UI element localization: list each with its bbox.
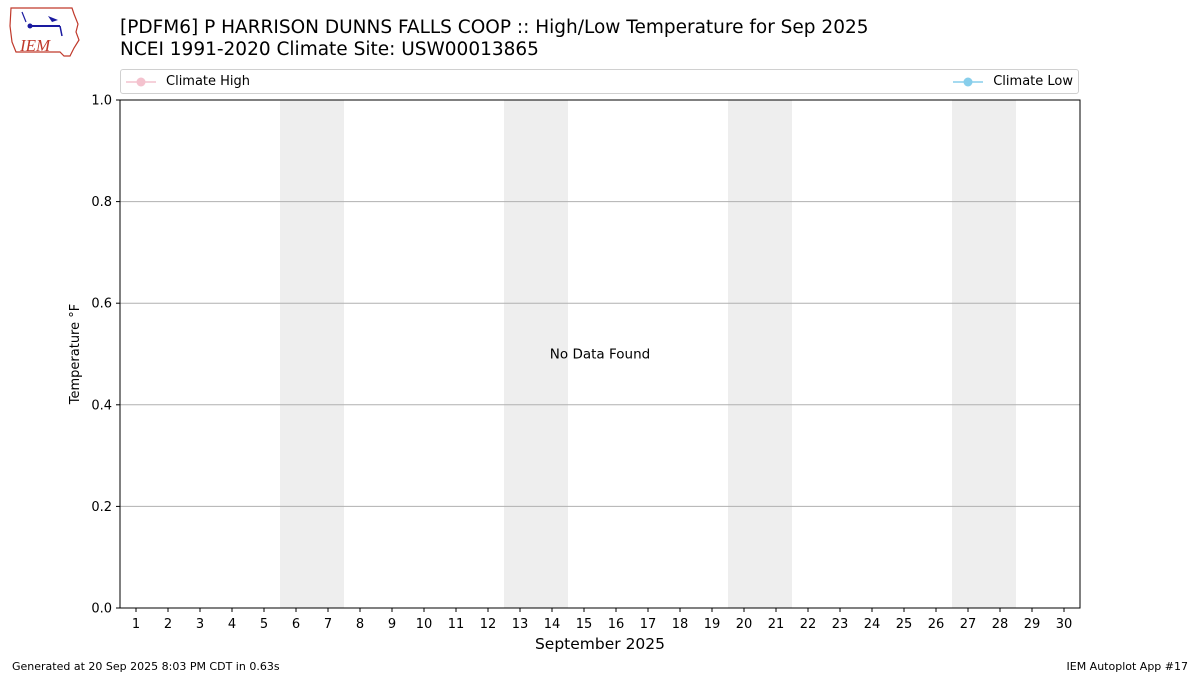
x-tick-label: 6	[292, 617, 300, 632]
y-tick-label: 0.2	[91, 500, 112, 515]
x-tick-label: 13	[512, 617, 529, 632]
x-tick-label: 10	[416, 617, 433, 632]
weekend-band	[280, 100, 344, 608]
x-tick-label: 20	[736, 617, 753, 632]
x-tick-label: 27	[960, 617, 977, 632]
y-tick-label: 0.6	[91, 297, 112, 312]
iem-logo: IEM	[9, 7, 80, 57]
x-tick-label: 24	[864, 617, 881, 632]
x-tick-label: 2	[164, 617, 172, 632]
x-tick-label: 23	[832, 617, 849, 632]
x-tick-label: 12	[480, 617, 497, 632]
x-tick-label: 3	[196, 617, 204, 632]
legend-label-climate-high: Climate High	[166, 74, 251, 89]
x-tick-label: 17	[640, 617, 657, 632]
x-tick-label: 11	[448, 617, 465, 632]
weekend-band	[728, 100, 792, 608]
legend-label-climate-low: Climate Low	[993, 74, 1073, 89]
x-tick-label: 5	[260, 617, 268, 632]
x-tick-label: 25	[896, 617, 913, 632]
x-tick-label: 4	[228, 617, 236, 632]
x-tick-label: 14	[544, 617, 561, 632]
x-tick-label: 21	[768, 617, 785, 632]
y-tick-label: 0.4	[91, 398, 112, 413]
plot-frame	[119, 99, 1081, 609]
x-axis-label: September 2025	[535, 635, 665, 653]
x-tick-label: 22	[800, 617, 817, 632]
climate-high-marker-icon	[126, 77, 156, 86]
legend-item-climate-low: Climate Low	[953, 74, 1073, 89]
y-axis-label: Temperature °F	[68, 304, 83, 405]
climate-low-marker-icon	[953, 77, 984, 86]
x-tick-label: 28	[992, 617, 1009, 632]
x-tick-label: 18	[672, 617, 689, 632]
x-tick-label: 16	[608, 617, 625, 632]
x-tick-label: 15	[576, 617, 593, 632]
x-tick-label: 9	[388, 617, 396, 632]
x-tick-label: 1	[132, 617, 140, 632]
legend: Climate High Climate Low	[120, 69, 1079, 94]
y-tick-label: 1.0	[91, 94, 112, 109]
app-footer: IEM Autoplot App #17	[1066, 660, 1189, 673]
title-line-2: NCEI 1991-2020 Climate Site: USW00013865	[120, 39, 539, 60]
x-tick-label: 29	[1024, 617, 1041, 632]
weekend-band	[952, 100, 1016, 608]
x-tick-label: 26	[928, 617, 945, 632]
weekend-band	[504, 100, 568, 608]
y-tick-label: 0.0	[91, 602, 112, 617]
x-tick-label: 8	[356, 617, 364, 632]
chart-title: [PDFM6] P HARRISON DUNNS FALLS COOP :: H…	[120, 17, 869, 61]
no-data-annotation: No Data Found	[550, 347, 650, 363]
title-line-1: [PDFM6] P HARRISON DUNNS FALLS COOP :: H…	[120, 17, 869, 38]
generated-footer: Generated at 20 Sep 2025 8:03 PM CDT in …	[12, 660, 280, 673]
x-tick-label: 30	[1056, 617, 1073, 632]
logo-text: IEM	[19, 36, 51, 55]
x-tick-label: 19	[704, 617, 721, 632]
y-tick-label: 0.8	[91, 195, 112, 210]
legend-item-climate-high: Climate High	[126, 74, 250, 89]
x-tick-label: 7	[324, 617, 332, 632]
